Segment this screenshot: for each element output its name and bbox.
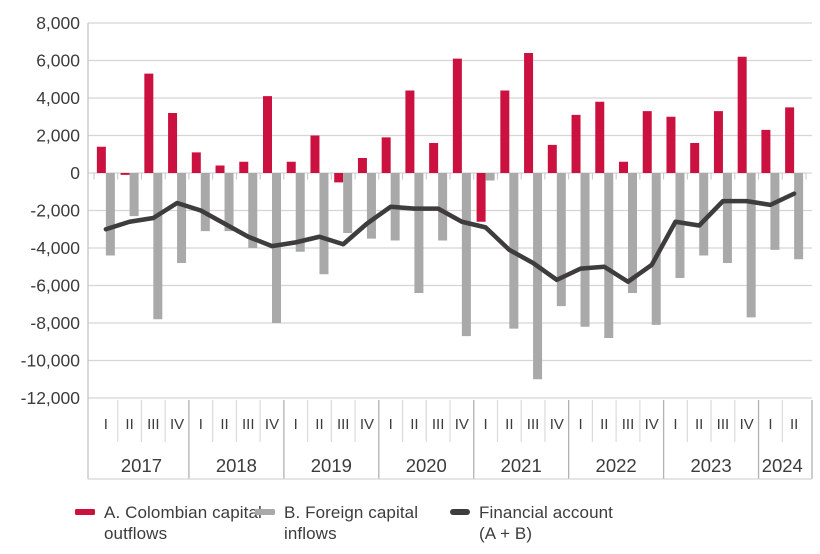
chart-svg: 8,000 6,000 4,000 2,000 0 -2,000 -4,000 -6,000 -… xyxy=(21,13,813,480)
svg-text:I: I xyxy=(768,416,772,433)
svg-text:II: II xyxy=(410,416,418,433)
svg-text:III: III xyxy=(527,416,540,433)
svg-text:2022: 2022 xyxy=(596,455,637,476)
svg-text:III: III xyxy=(622,416,635,433)
svg-text:IV: IV xyxy=(170,416,184,433)
svg-text:2,000: 2,000 xyxy=(36,126,80,146)
legend: A. Colombian capital outflows B. Foreign… xyxy=(0,496,820,554)
svg-text:I: I xyxy=(294,416,298,433)
svg-text:III: III xyxy=(242,416,255,433)
svg-text:-4,000: -4,000 xyxy=(30,238,80,258)
x-axis-year-labels: 2017 2018 2019 2020 2021 2022 2023 2024 xyxy=(121,455,803,476)
svg-text:I: I xyxy=(578,416,582,433)
svg-text:2021: 2021 xyxy=(501,455,542,476)
legend-item-financial-account: Financial account (A + B) xyxy=(450,502,629,544)
y-axis-labels: 8,000 6,000 4,000 2,000 0 -2,000 -4,000 -6,000 -… xyxy=(21,13,81,408)
svg-text:2024: 2024 xyxy=(762,455,803,476)
svg-text:IV: IV xyxy=(550,416,564,433)
svg-text:IV: IV xyxy=(265,416,279,433)
zero-line-ticks xyxy=(93,173,807,180)
legend-label-inflows: B. Foreign capital inflows xyxy=(284,503,419,543)
svg-text:IV: IV xyxy=(455,416,469,433)
svg-text:2020: 2020 xyxy=(406,455,447,476)
svg-text:-8,000: -8,000 xyxy=(30,313,80,333)
svg-text:II: II xyxy=(790,416,798,433)
legend-label-outflows: A. Colombian capital outflows xyxy=(104,503,262,543)
svg-text:II: II xyxy=(125,416,133,433)
legend-swatch-red-bar xyxy=(75,509,95,515)
svg-text:II: II xyxy=(220,416,228,433)
svg-text:III: III xyxy=(717,416,730,433)
svg-text:IV: IV xyxy=(740,416,754,433)
svg-text:III: III xyxy=(147,416,160,433)
svg-text:-2,000: -2,000 xyxy=(30,201,80,221)
svg-text:III: III xyxy=(337,416,350,433)
svg-text:II: II xyxy=(695,416,703,433)
x-axis-separators xyxy=(88,400,813,480)
financial-account-line xyxy=(103,191,797,284)
svg-text:0: 0 xyxy=(70,163,80,183)
legend-label-financial-account: Financial account (A + B) xyxy=(479,503,613,543)
svg-text:II: II xyxy=(600,416,608,433)
svg-text:4,000: 4,000 xyxy=(36,88,80,108)
svg-text:2018: 2018 xyxy=(216,455,257,476)
svg-text:2023: 2023 xyxy=(690,455,731,476)
svg-text:I: I xyxy=(104,416,108,433)
legend-item-inflows: B. Foreign capital inflows xyxy=(255,502,442,544)
svg-text:-10,000: -10,000 xyxy=(21,351,81,371)
svg-text:I: I xyxy=(389,416,393,433)
bars-foreign-inflows xyxy=(105,173,804,380)
legend-swatch-dark-line xyxy=(450,509,470,515)
svg-text:6,000: 6,000 xyxy=(36,51,80,71)
svg-text:I: I xyxy=(199,416,203,433)
svg-text:-6,000: -6,000 xyxy=(30,276,80,296)
svg-text:2019: 2019 xyxy=(311,455,352,476)
svg-text:I: I xyxy=(673,416,677,433)
legend-swatch-gray-bar xyxy=(255,509,275,515)
legend-item-outflows: A. Colombian capital outflows xyxy=(75,502,282,544)
svg-text:II: II xyxy=(505,416,513,433)
svg-text:IV: IV xyxy=(645,416,659,433)
svg-text:I: I xyxy=(484,416,488,433)
svg-text:-12,000: -12,000 xyxy=(21,388,81,408)
x-axis-quarter-labels: I II III IV I II III IV I II III IV I II III IV I II III IV… xyxy=(104,416,799,433)
svg-text:8,000: 8,000 xyxy=(36,13,80,33)
bars-colombian-outflows xyxy=(96,53,795,222)
svg-text:III: III xyxy=(432,416,445,433)
svg-text:2017: 2017 xyxy=(121,455,162,476)
svg-text:II: II xyxy=(315,416,323,433)
svg-text:IV: IV xyxy=(360,416,374,433)
